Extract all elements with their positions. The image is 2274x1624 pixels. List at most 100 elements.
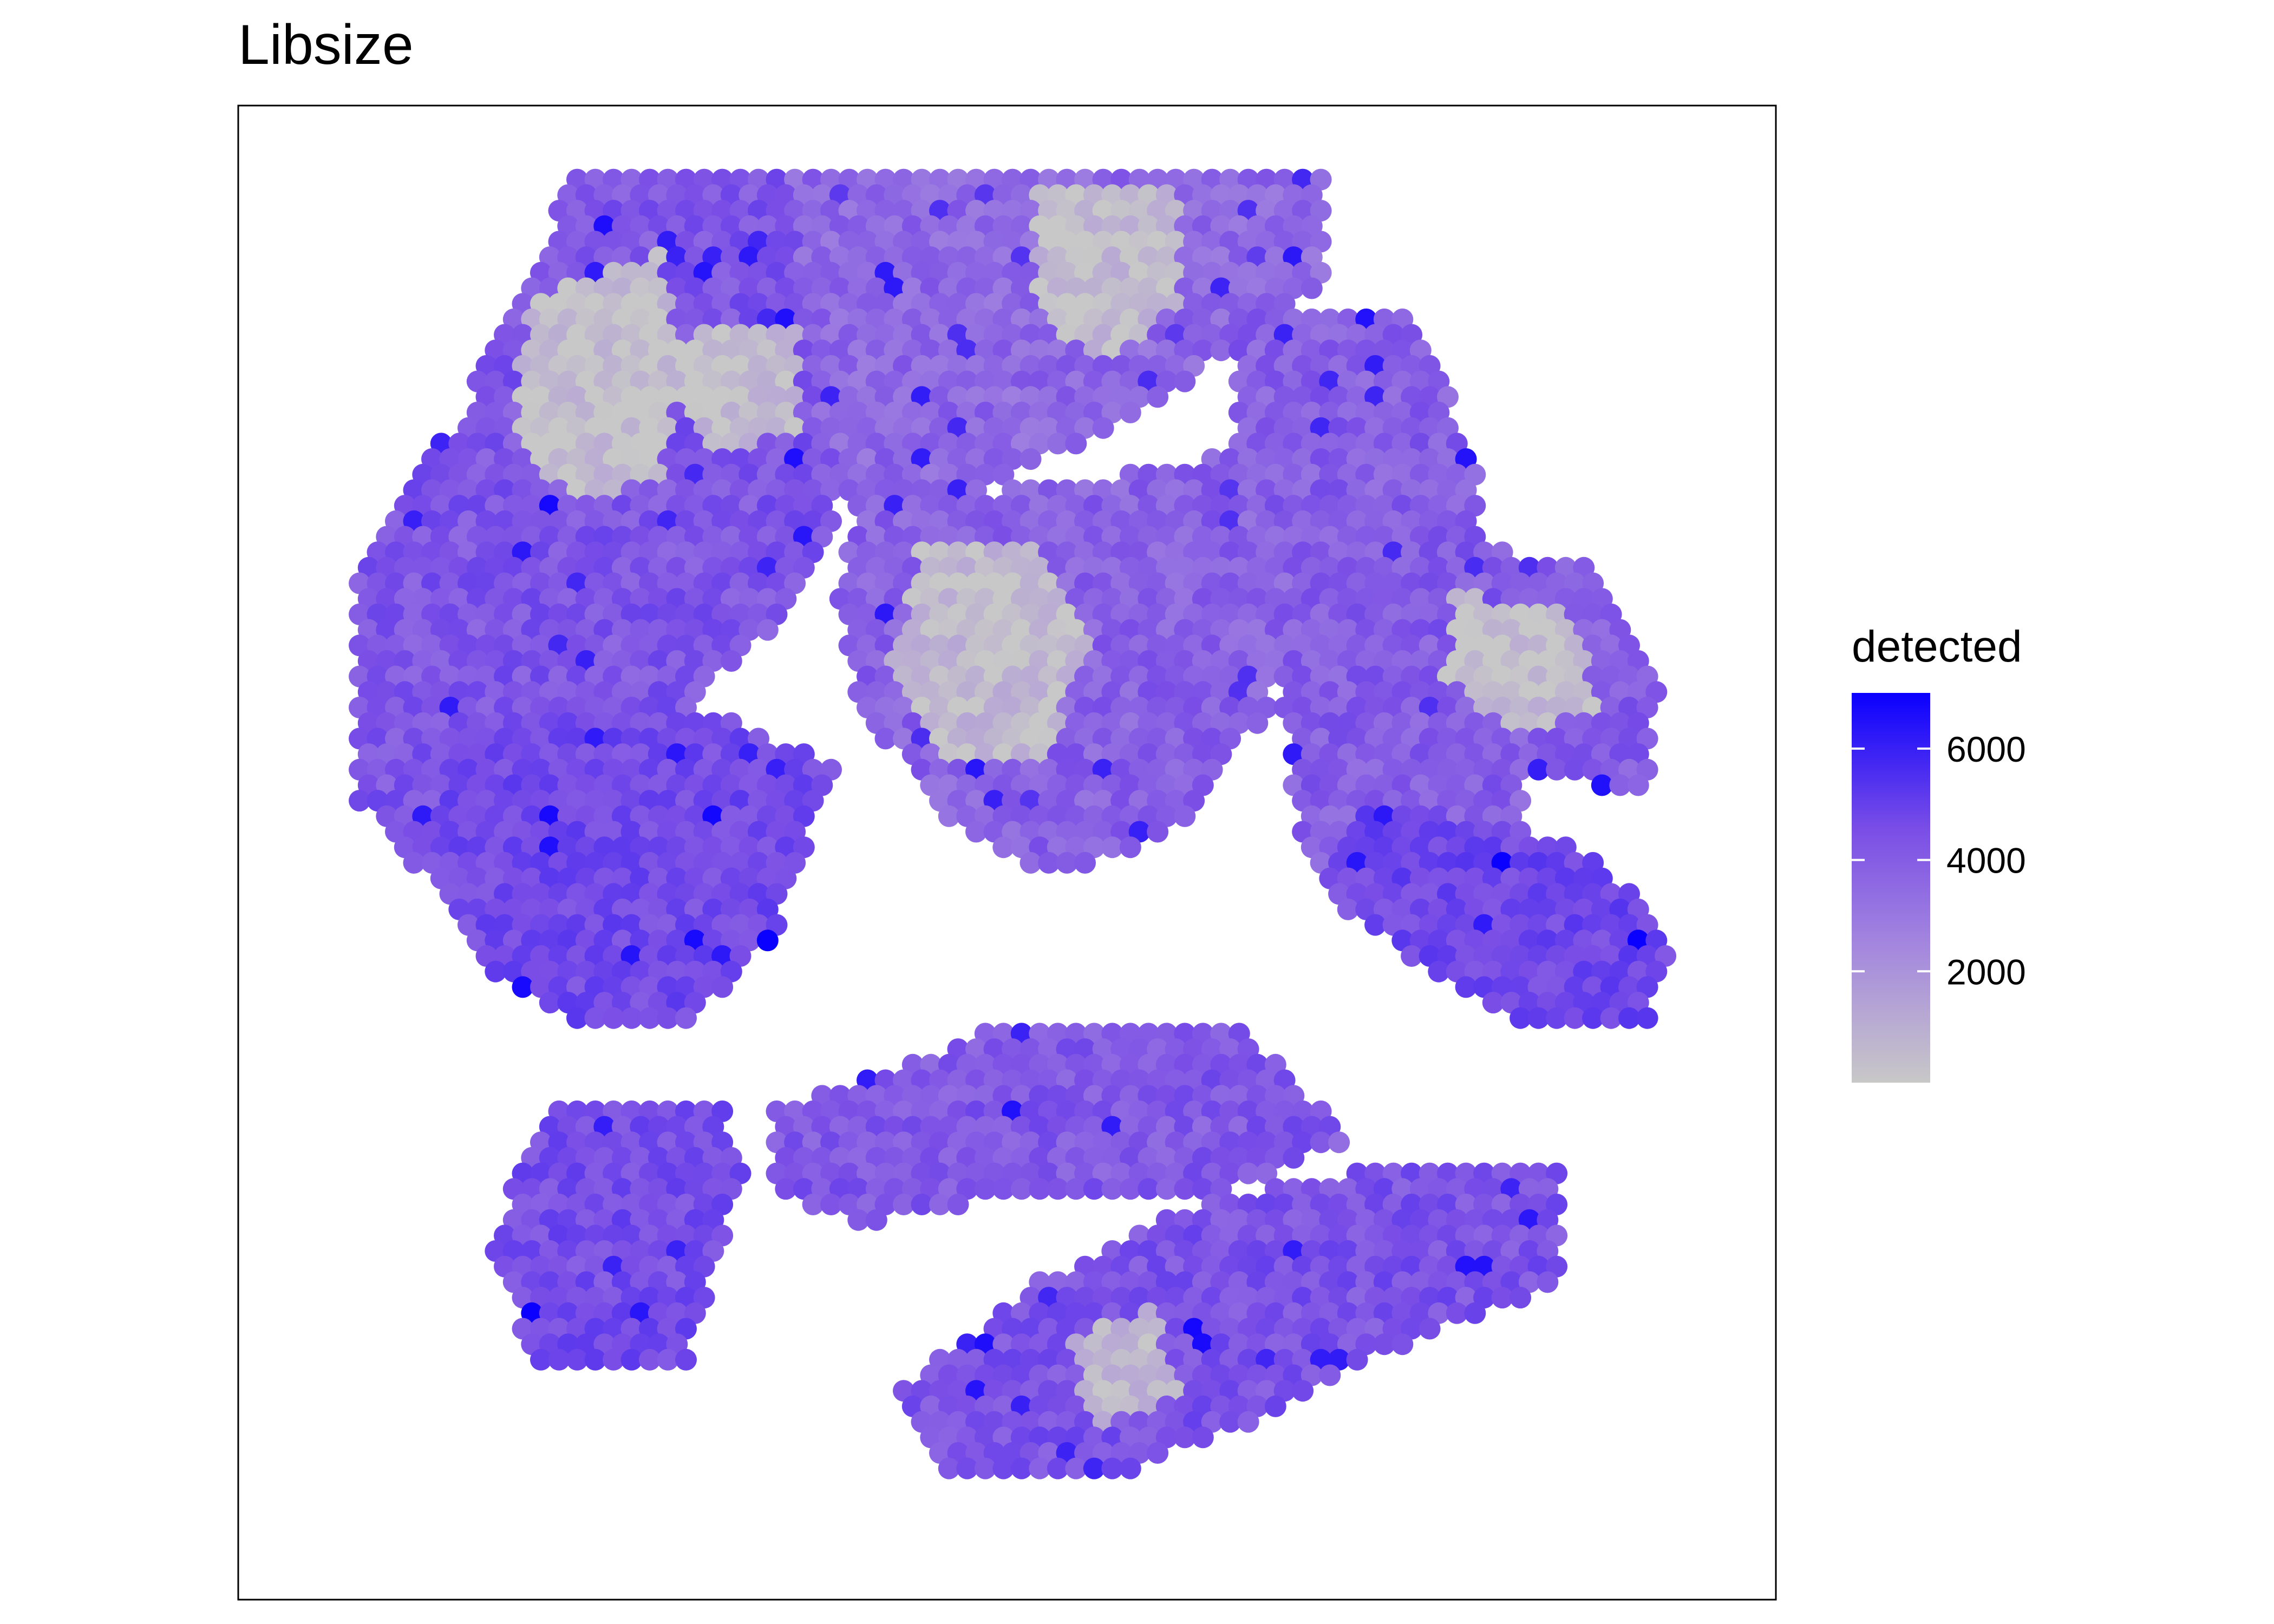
spot [1065, 1457, 1087, 1479]
spot [485, 960, 507, 983]
spot [1119, 402, 1141, 423]
spot [548, 1348, 570, 1371]
spot [675, 1007, 697, 1029]
spot [965, 821, 987, 843]
spot [639, 1007, 661, 1029]
spot [675, 1348, 697, 1371]
spot [1010, 1457, 1033, 1479]
spot [938, 1457, 960, 1479]
spot [802, 1194, 824, 1215]
spot [1546, 758, 1568, 781]
spot [603, 1348, 625, 1371]
spot [1491, 1287, 1513, 1309]
spot [1147, 386, 1169, 408]
spot [620, 1348, 643, 1371]
spot [1292, 1380, 1314, 1402]
legend-ticks: 2000 4000 6000 [1852, 729, 2026, 992]
legend: detected 2000 4000 6000 [1852, 622, 2026, 1083]
spot [1083, 1178, 1105, 1200]
spot [1346, 1348, 1368, 1371]
spot [1155, 1178, 1178, 1200]
spot [566, 1007, 588, 1029]
spot [1010, 1178, 1033, 1200]
spot [938, 805, 960, 827]
spot [1591, 774, 1613, 796]
spot [1020, 852, 1042, 874]
spot [403, 852, 425, 874]
spot [1636, 1007, 1658, 1029]
spot [1047, 1457, 1069, 1479]
spot [1455, 976, 1477, 998]
spot [566, 1348, 588, 1371]
spot [1401, 945, 1423, 967]
spot [1138, 1178, 1160, 1200]
spot [1101, 836, 1123, 859]
legend-tick-label: 6000 [1946, 729, 2026, 769]
spot [1464, 1302, 1486, 1324]
spot [1237, 1411, 1259, 1433]
spot [992, 836, 1015, 859]
spot [893, 1194, 914, 1215]
spot [865, 1209, 887, 1231]
spot [1074, 852, 1096, 874]
spot [584, 1007, 606, 1029]
spot [584, 1348, 606, 1371]
spot [1237, 1162, 1259, 1184]
spot [911, 1194, 933, 1215]
spot [1283, 1147, 1305, 1169]
spot [929, 1194, 951, 1215]
legend-tick-label: 2000 [1946, 952, 2026, 992]
spot [1527, 1007, 1550, 1029]
spot [1083, 1457, 1105, 1479]
spot [874, 728, 897, 750]
spot [847, 1209, 870, 1231]
spot [1618, 1007, 1640, 1029]
spots-layer [349, 168, 1677, 1479]
spot [1246, 712, 1269, 734]
spot [1119, 836, 1141, 859]
spot [539, 992, 561, 1014]
spot [1510, 1007, 1532, 1029]
spot [1219, 1411, 1241, 1433]
chart-title: Libsize [238, 14, 414, 76]
spot [620, 1007, 643, 1029]
spot [1174, 1178, 1196, 1200]
spot [1210, 339, 1232, 362]
spot [349, 790, 370, 812]
spot [1147, 821, 1169, 843]
spot [1428, 960, 1450, 983]
spot [820, 1194, 842, 1215]
spot [1600, 1007, 1622, 1029]
spot [756, 619, 779, 641]
spot [1174, 370, 1196, 392]
spot [1119, 1457, 1141, 1479]
spot [1582, 1007, 1604, 1029]
spot [1192, 1426, 1214, 1449]
spot [1527, 758, 1550, 781]
spot [1391, 1333, 1414, 1355]
spot [992, 1457, 1015, 1479]
spot [1482, 992, 1504, 1014]
spot [1101, 1178, 1123, 1200]
spot [530, 1348, 552, 1371]
legend-tick-label: 4000 [1946, 841, 2026, 881]
spot [639, 1348, 661, 1371]
spot [1319, 1364, 1341, 1386]
spot [1047, 433, 1069, 455]
spot [1446, 1302, 1468, 1324]
spot [1510, 1287, 1532, 1309]
spot [974, 1178, 996, 1200]
spot [1310, 1131, 1332, 1154]
spot [1419, 1318, 1441, 1340]
spot [956, 1457, 978, 1479]
spot [974, 1457, 996, 1479]
spot [1038, 852, 1060, 874]
spot [603, 1007, 625, 1029]
spot [1373, 1333, 1395, 1355]
spot [1029, 1178, 1051, 1200]
spot [1119, 1178, 1141, 1200]
spot [1564, 758, 1586, 781]
legend-colorbar [1852, 693, 1930, 1083]
spot [1092, 417, 1114, 439]
